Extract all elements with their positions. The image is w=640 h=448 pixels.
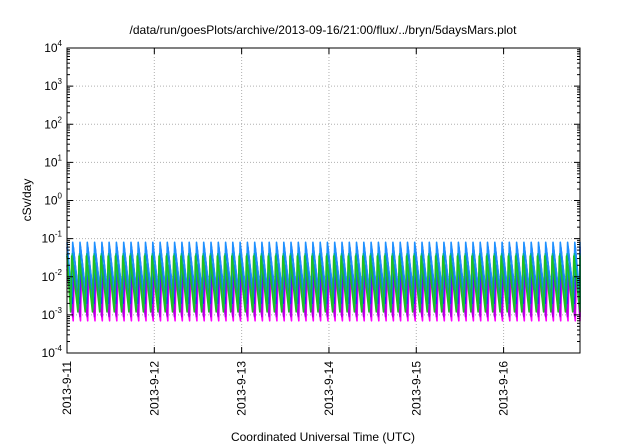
y-axis-label: cSv/day (20, 179, 34, 222)
x-axis: 2013-9-11 2013-9-12 2013-9-13 2013-9-14 2013… (60, 48, 511, 416)
chart-title: /data/run/goesPlots/archive/2013-09-16/2… (130, 23, 518, 37)
y-tick-label: 10-4 (42, 344, 63, 360)
x-tick-label: 2013-9-16 (497, 361, 511, 416)
y-tick-label: 10-2 (42, 268, 63, 284)
x-tick-label: 2013-9-11 (60, 361, 74, 415)
series-lines (66, 241, 581, 322)
series-line (66, 255, 581, 313)
x-tick-label: 2013-9-14 (322, 361, 336, 416)
x-tick-label: 2013-9-12 (147, 361, 161, 416)
y-tick-label: 102 (44, 115, 62, 131)
x-axis-label: Coordinated Universal Time (UTC) (231, 430, 415, 444)
y-tick-label: 101 (44, 153, 62, 169)
x-tick-label: 2013-9-13 (235, 361, 249, 416)
y-tick-label: 100 (44, 192, 62, 208)
y-tick-label: 10-3 (42, 306, 63, 322)
y-tick-label: 103 (44, 77, 62, 93)
x-tick-label: 2013-9-15 (409, 361, 423, 416)
y-tick-label: 104 (44, 39, 62, 55)
y-tick-label: 10-1 (42, 230, 63, 246)
